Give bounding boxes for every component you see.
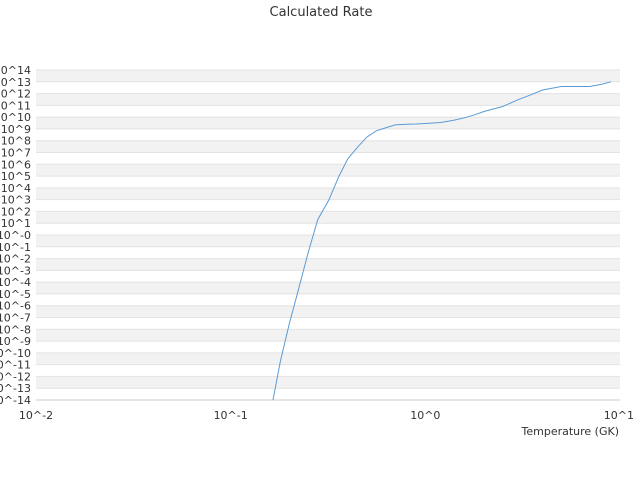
grid-band [36, 270, 620, 283]
grid-band [36, 329, 620, 342]
y-tick-label: 10^-10 [0, 347, 31, 360]
x-tick-label: 10^1 [604, 409, 634, 422]
grid-band [36, 70, 620, 82]
grid-band [36, 105, 620, 118]
grid-band [36, 282, 620, 294]
y-tick-label: 10^-12 [0, 370, 31, 383]
grid-band [36, 128, 620, 141]
y-tick-label: 10^5 [1, 170, 31, 183]
grid-band [36, 293, 620, 306]
x-tick-label: 10^-2 [19, 409, 53, 422]
grid-band [36, 246, 620, 259]
grid-band [36, 211, 620, 224]
y-tick-label: 10^-3 [0, 264, 31, 277]
grid-bands [36, 69, 620, 400]
grid-band [36, 176, 620, 188]
grid-band [36, 187, 620, 200]
y-tick-label: 10^-11 [0, 359, 31, 372]
grid-band [36, 341, 620, 353]
y-tick-label: 10^1 [1, 217, 31, 230]
y-tick-label: 10^2 [1, 205, 31, 218]
y-tick-label: 10^-7 [0, 312, 31, 325]
y-tick-label: 10^14 [0, 64, 31, 77]
y-tick-label: 10^3 [1, 194, 31, 207]
y-tick-label: 10^-9 [0, 335, 31, 348]
y-tick-label: 10^-8 [0, 323, 31, 336]
grid-band [36, 376, 620, 389]
y-tick-label: 10^8 [1, 135, 31, 148]
grid-band [36, 258, 620, 271]
y-tick-label: 10^-1 [0, 241, 31, 254]
y-tick-label: 10^-0 [0, 229, 31, 242]
grid-band [36, 93, 620, 106]
x-tick-label: 10^-1 [214, 409, 248, 422]
grid-band [36, 223, 620, 235]
y-tick-label: 10^-6 [0, 300, 31, 313]
y-tick-label: 10^4 [1, 182, 31, 195]
x-tick-label: 10^0 [410, 409, 440, 422]
grid-band [36, 317, 620, 330]
y-tick-label: 10^13 [0, 76, 31, 89]
y-axis-ticks: 10^-1410^-1310^-1210^-1110^-1010^-910^-8… [0, 64, 31, 407]
grid-band [36, 305, 620, 318]
grid-band [36, 235, 620, 247]
y-tick-label: 10^-13 [0, 382, 31, 395]
y-tick-label: 10^9 [1, 123, 31, 136]
y-tick-label: 10^11 [0, 99, 31, 112]
series-line [272, 81, 612, 401]
grid-band [36, 388, 620, 400]
y-tick-label: 10^-2 [0, 253, 31, 266]
chart-title: Calculated Rate [270, 5, 373, 20]
y-tick-label: 10^-5 [0, 288, 31, 301]
grid-band [36, 81, 620, 94]
y-tick-label: 10^7 [1, 147, 31, 160]
x-axis-label: Temperature (GK) [521, 425, 620, 438]
grid-band [36, 140, 620, 153]
y-tick-label: 10^-14 [0, 394, 31, 407]
y-tick-label: 10^10 [0, 111, 31, 124]
grid-band [36, 352, 620, 365]
grid-band [36, 164, 620, 177]
grid-band [36, 117, 620, 129]
x-axis-ticks: 10^-2 10^-1 10^0 10^1 [19, 409, 634, 422]
grid-band [36, 152, 620, 165]
y-tick-label: 10^6 [1, 158, 31, 171]
y-tick-label: 10^-4 [0, 276, 31, 289]
grid-band [36, 199, 620, 212]
grid-band [36, 364, 620, 377]
y-tick-label: 10^12 [0, 88, 31, 101]
